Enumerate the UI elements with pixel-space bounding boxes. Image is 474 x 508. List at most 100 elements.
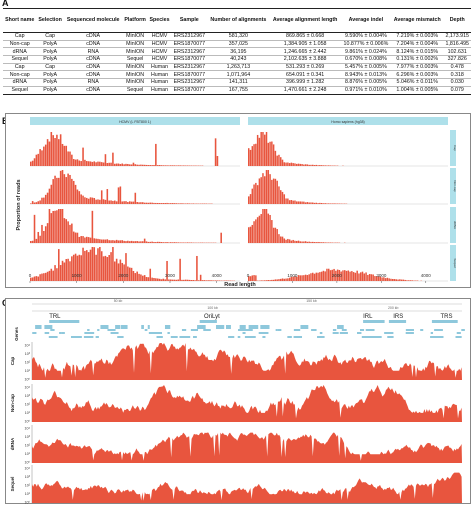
histogram-bar	[145, 277, 148, 281]
histogram-bar	[256, 217, 259, 243]
histogram-bar	[104, 239, 107, 243]
table-cell: 357,025	[207, 40, 270, 49]
histogram-bar	[46, 223, 49, 243]
gene-annotation	[215, 325, 225, 329]
table-cell: 1,246.665 ± 2.442	[269, 47, 341, 57]
y-tick-label: 10³	[25, 394, 31, 398]
histogram-bar	[310, 273, 312, 281]
table-cell: 6.296% ± 0.003%	[390, 70, 444, 80]
table-cell: HCMV	[147, 40, 172, 49]
histogram-bar	[290, 240, 293, 243]
table-cell: ERS2312967	[171, 47, 208, 57]
histogram-bar	[260, 280, 262, 281]
histogram-bar	[123, 240, 125, 243]
histogram-bar	[198, 280, 200, 281]
gene-annotation	[293, 329, 301, 331]
histogram-bar	[296, 240, 298, 243]
histogram-bar	[155, 202, 157, 204]
histogram-bar	[251, 146, 254, 166]
histogram-bar	[69, 151, 71, 166]
repeat-region	[199, 320, 217, 323]
histogram-bar	[104, 255, 107, 281]
histogram-bar	[404, 279, 406, 281]
histogram-bar	[317, 203, 319, 204]
x-tick-label: 2000	[118, 273, 129, 278]
histogram-bar	[328, 165, 330, 166]
gene-annotation	[368, 336, 372, 338]
facet-strip-label: Homo sapiens (hg38)	[331, 120, 364, 124]
histogram-bar	[97, 199, 99, 204]
histogram-bar	[328, 203, 330, 204]
histogram-bar	[170, 279, 172, 281]
histogram-bar	[181, 203, 183, 204]
histogram-bar	[388, 278, 390, 281]
histogram-bar	[173, 203, 176, 204]
histogram-bar	[274, 150, 277, 166]
histogram-bar	[35, 238, 38, 243]
histogram-bar	[317, 165, 319, 166]
histogram-bar	[320, 242, 323, 243]
histogram-bar	[110, 240, 112, 243]
histogram-bar	[203, 280, 206, 281]
histogram-bar	[216, 280, 219, 281]
histogram-bar	[61, 170, 64, 204]
histogram-bar	[30, 203, 32, 204]
gene-annotation	[337, 325, 344, 329]
gene-annotation	[197, 325, 205, 329]
histogram-bar	[249, 226, 252, 243]
table-cell: dRNA	[3, 47, 37, 57]
table-cell: 0.030	[443, 78, 471, 87]
histogram-bar	[78, 236, 81, 243]
table-cell: 7.219% ± 0.003%	[390, 32, 444, 41]
histogram-bar	[145, 241, 148, 243]
histogram-bar	[168, 165, 170, 166]
histogram-bar	[155, 143, 157, 166]
histogram-bar	[80, 236, 82, 243]
histogram-bar	[35, 276, 38, 281]
histogram-bar	[121, 262, 124, 281]
histogram-bar	[41, 150, 43, 166]
histogram-bar	[303, 275, 305, 281]
histogram-bar	[351, 271, 353, 281]
y-tick-label: 10¹	[25, 492, 31, 496]
gene-annotation	[360, 329, 363, 331]
histogram-bar	[288, 239, 291, 243]
histogram-bar	[160, 242, 163, 243]
table-cell: PolyA	[36, 40, 64, 49]
histogram-bar	[110, 162, 112, 166]
histogram-bar	[260, 132, 262, 166]
gene-annotation	[260, 325, 269, 329]
histogram-bar	[258, 178, 261, 204]
histogram-bar	[183, 279, 185, 281]
table-cell: Sequel	[122, 86, 148, 95]
histogram-bar	[265, 280, 268, 281]
gene-annotation	[170, 336, 178, 338]
table-cell: 167,755	[207, 86, 270, 95]
histogram-bar	[35, 202, 38, 204]
table-cell: 8.124% ± 0.015%	[390, 47, 444, 57]
histogram-bar	[87, 161, 90, 166]
histogram-bar	[278, 154, 280, 166]
table-cell: 0.318	[443, 70, 471, 80]
histogram-bar	[82, 195, 84, 204]
table-cell: 8.876% ± 0.005%	[340, 78, 391, 87]
histogram-bar	[338, 269, 341, 281]
histogram-bar	[158, 241, 161, 243]
histogram-bar	[106, 239, 109, 243]
histogram-bar	[264, 280, 266, 281]
region-label: OriLyt	[204, 314, 220, 320]
histogram-bar	[292, 200, 294, 204]
histogram-bar	[115, 163, 118, 166]
histogram-bar	[319, 242, 321, 243]
histogram-bar	[368, 274, 371, 281]
table-cell: MinION	[122, 70, 148, 80]
gene-annotation	[312, 329, 317, 331]
histogram-bar	[290, 162, 293, 166]
table-cell: Human	[147, 78, 172, 87]
histogram-bar	[280, 278, 282, 281]
histogram-bar	[86, 250, 88, 281]
column-header: Sequenced molecule	[63, 8, 123, 33]
histogram-bar	[84, 250, 86, 281]
histogram-bar	[170, 242, 172, 243]
histogram-bar	[324, 242, 326, 243]
